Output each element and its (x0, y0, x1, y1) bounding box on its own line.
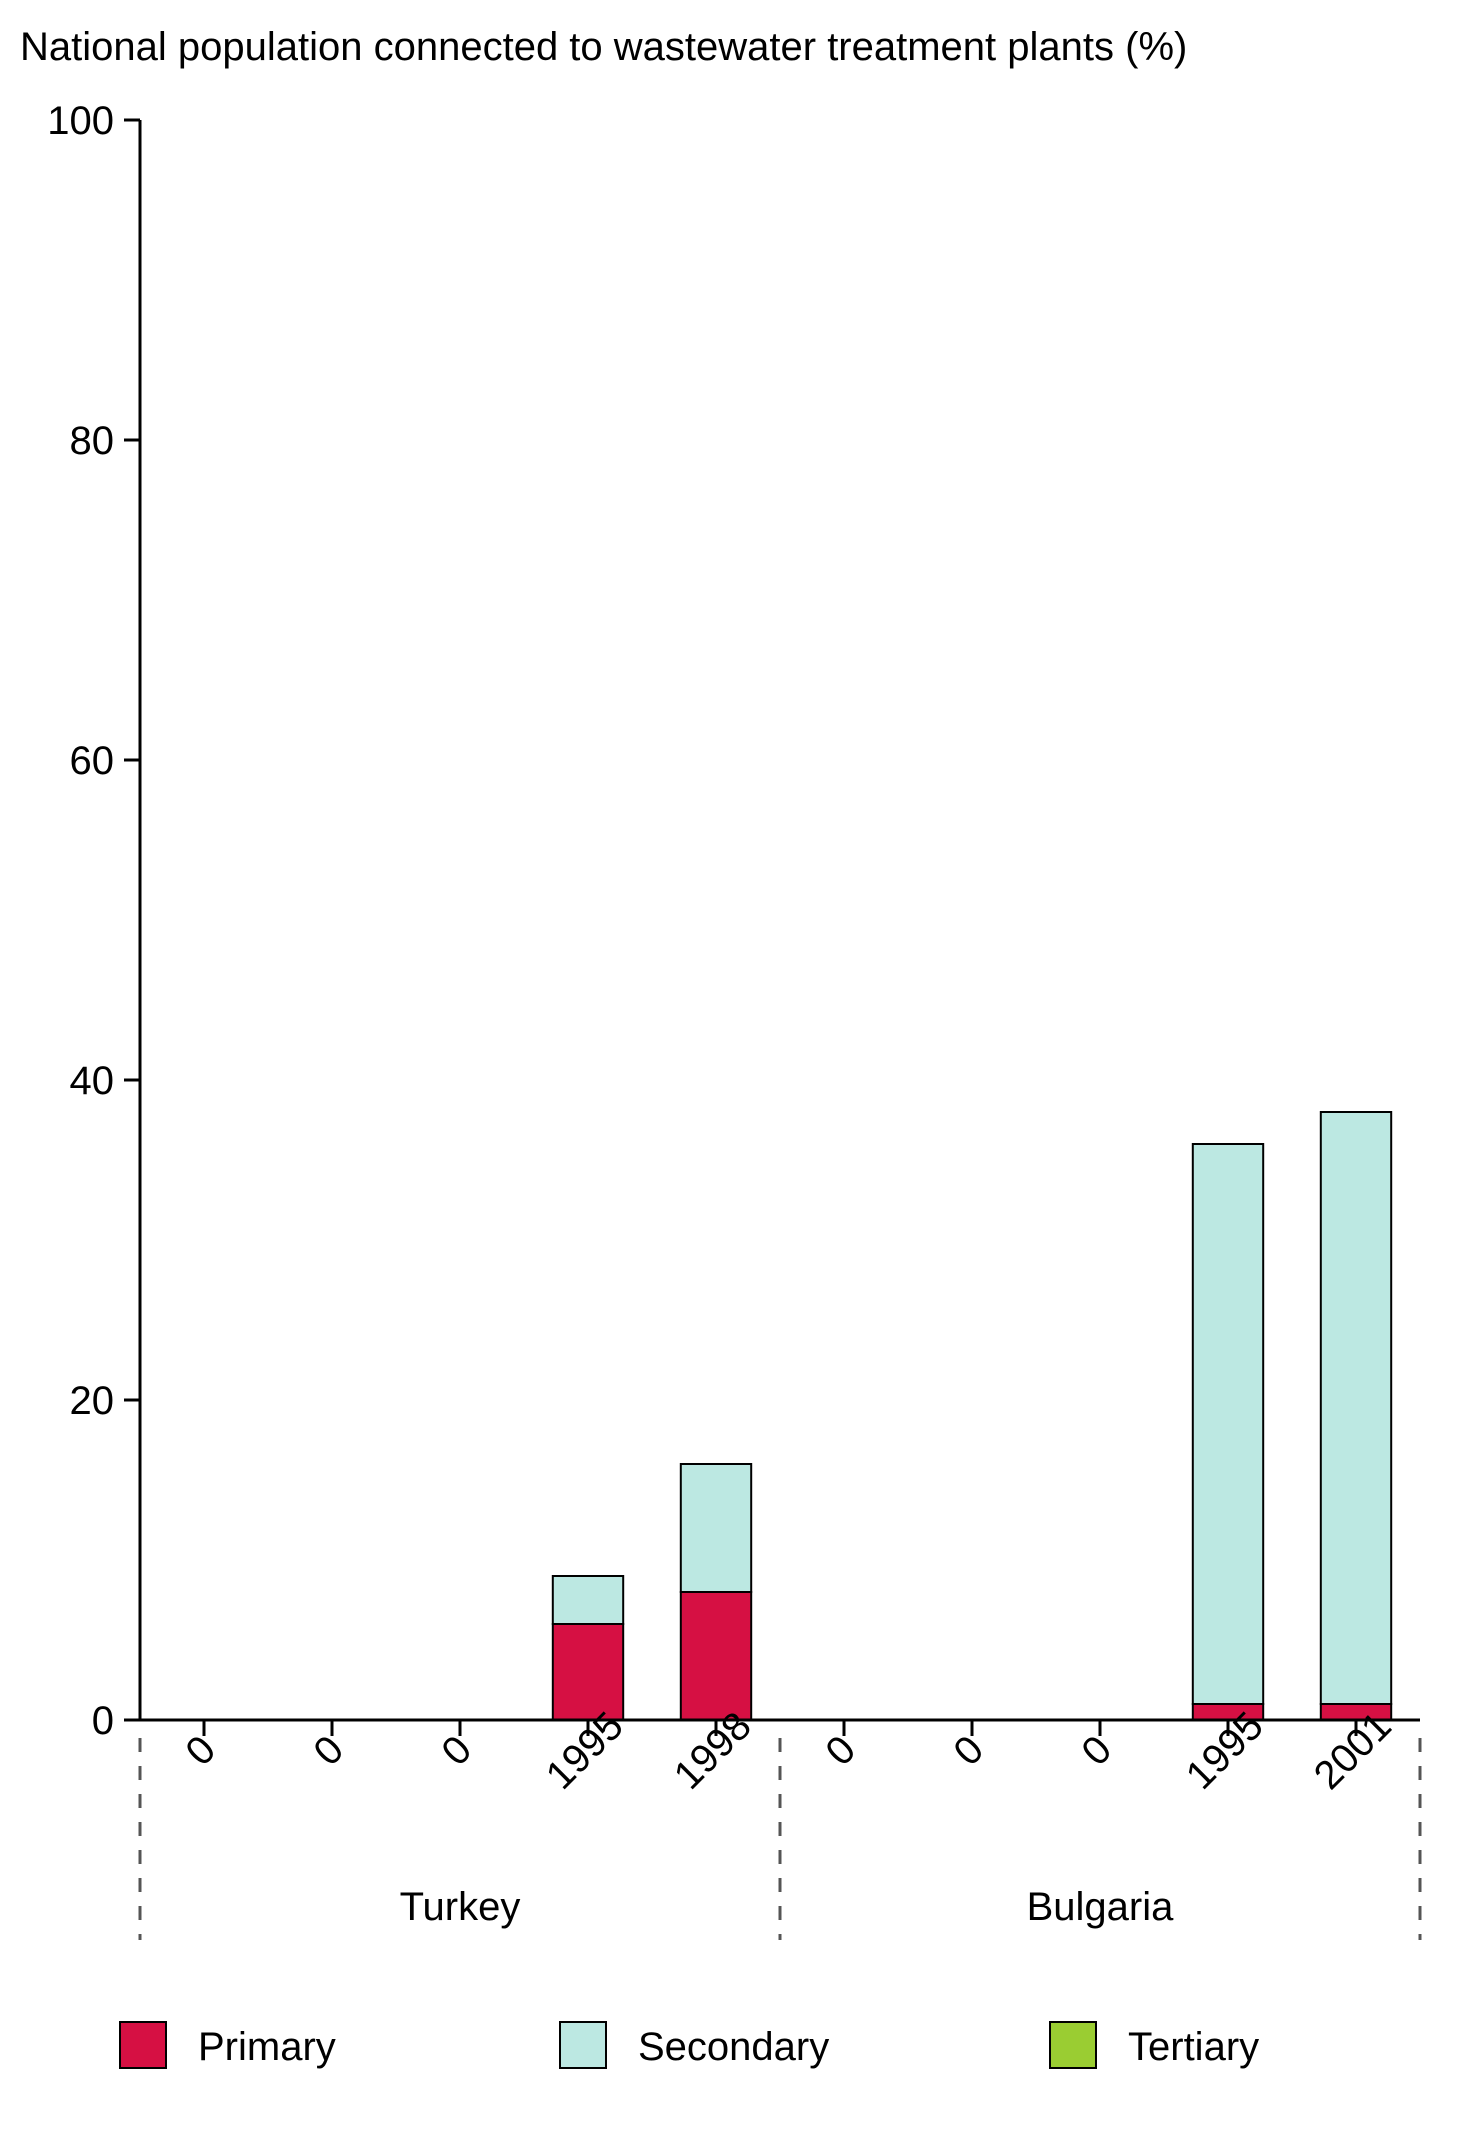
chart-title: National population connected to wastewa… (20, 25, 1187, 69)
xtick-label: 0 (945, 1727, 992, 1774)
legend-swatch-primary (120, 2022, 166, 2068)
bar-segment-secondary (553, 1576, 623, 1624)
ytick-label: 20 (70, 1379, 115, 1423)
xtick-label: 0 (817, 1727, 864, 1774)
legend-label-primary: Primary (198, 2025, 336, 2069)
bar-segment-secondary (1193, 1144, 1263, 1704)
y-axis: 0 20 40 60 80 100 (47, 99, 140, 1743)
xtick-label: 0 (177, 1727, 224, 1774)
group-label: Turkey (400, 1885, 521, 1929)
bar-segment-primary (681, 1592, 751, 1720)
legend-label-secondary: Secondary (638, 2025, 829, 2069)
wastewater-chart: National population connected to wastewa… (0, 0, 1478, 2142)
bar-segment-secondary (1321, 1112, 1391, 1704)
legend-swatch-tertiary (1050, 2022, 1096, 2068)
xtick-label: 0 (1073, 1727, 1120, 1774)
xtick-label: 0 (305, 1727, 352, 1774)
bar-segment-primary (553, 1624, 623, 1720)
ytick-label: 80 (70, 419, 115, 463)
ytick-label: 60 (70, 739, 115, 783)
group-label: Bulgaria (1027, 1885, 1175, 1929)
bar-segment-secondary (681, 1464, 751, 1592)
legend-label-tertiary: Tertiary (1128, 2025, 1259, 2069)
ytick-label: 0 (92, 1699, 114, 1743)
legend: Primary Secondary Tertiary (120, 2022, 1259, 2069)
xtick-label: 0 (433, 1727, 480, 1774)
ytick-label: 40 (70, 1059, 115, 1103)
legend-swatch-secondary (560, 2022, 606, 2068)
ytick-label: 100 (47, 99, 114, 143)
plot-area (553, 1112, 1391, 1720)
group-labels: Turkey Bulgaria (400, 1885, 1175, 1929)
